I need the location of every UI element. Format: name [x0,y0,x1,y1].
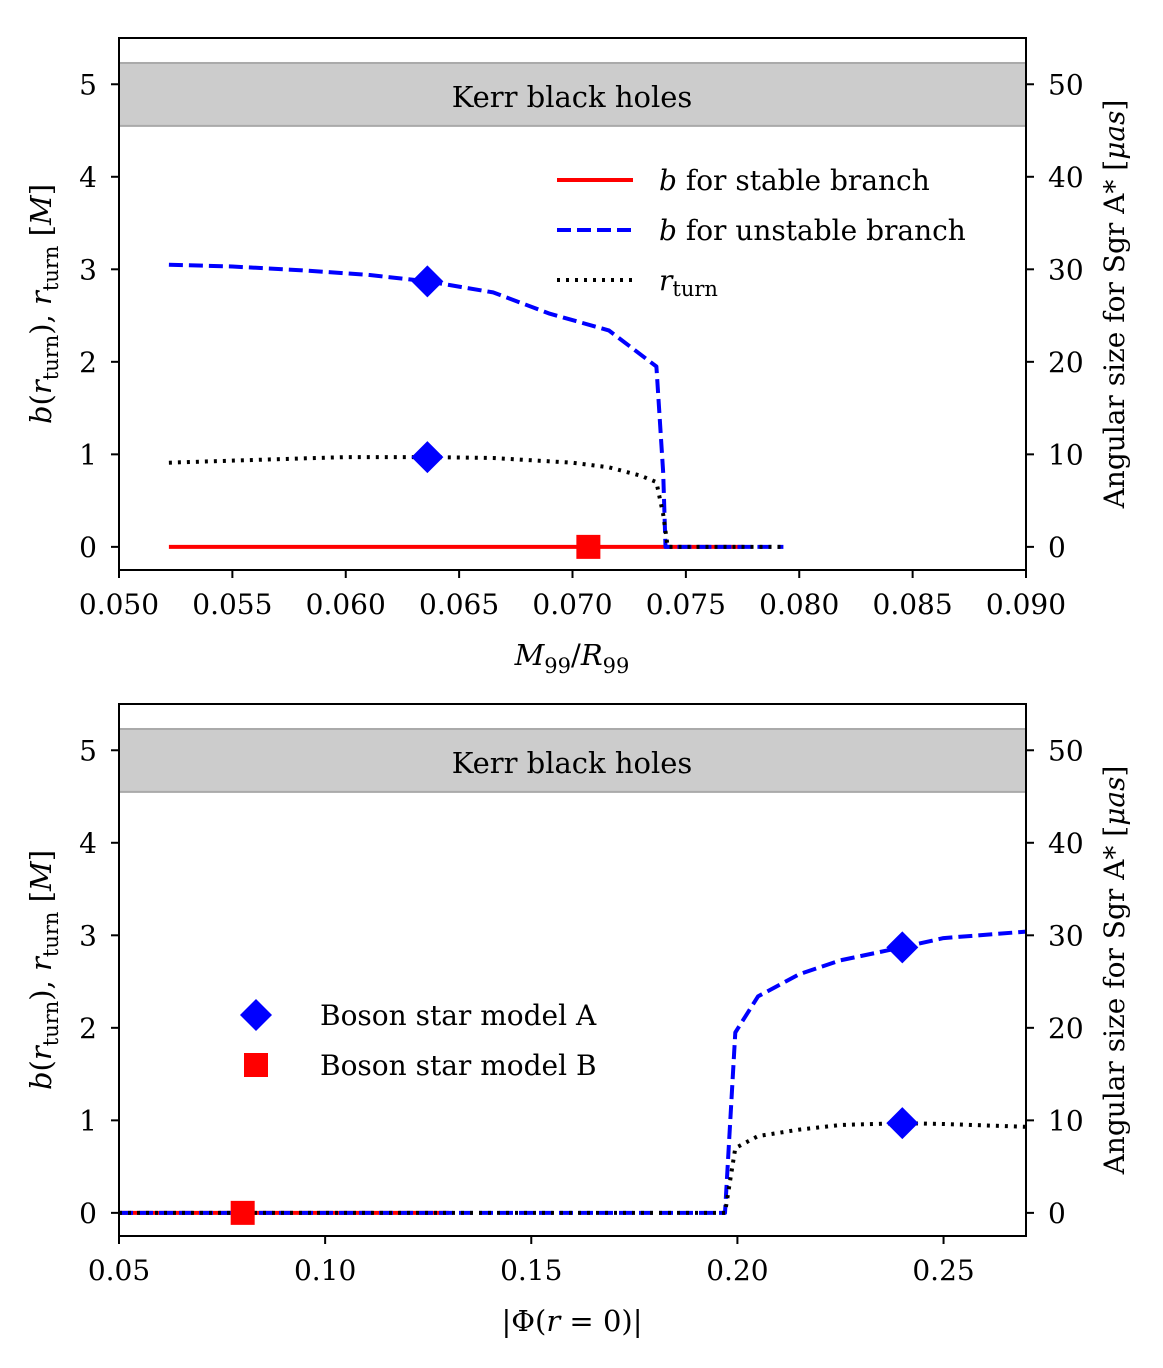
x-tick-label: 0.05 [88,1254,150,1287]
legend-rturn-label: rturn [659,264,718,301]
y-tick-label-right: 50 [1048,68,1084,101]
x-ticks: 0.050 0.055 0.060 0.065 0.070 0.075 0.080 0.085… [79,570,1066,621]
y-tick-label: 3 [79,919,97,952]
marker-model-b-square [230,1200,255,1225]
marker-group [230,931,919,1225]
x-tick-label: 0.070 [532,588,612,621]
x-tick-label: 0.080 [759,588,839,621]
marker-group [411,265,601,559]
marker-model-b-square [576,534,601,559]
series-group [168,262,784,549]
top-chart: Kerr black holes 0.050 0.055 0.060 0.065 0.0… [24,37,1131,678]
y-tick-label-right: 0 [1048,1197,1066,1230]
kerr-band [118,61,1027,127]
legend: Boson star model A Boson star model B [240,999,597,1082]
legend-model-b-square [244,1053,268,1077]
plot-frame [118,703,1027,1237]
legend-model-a-label: Boson star model A [320,999,597,1032]
x-tick-label: 0.050 [79,588,159,621]
legend: b for stable branch b for unstable branc… [557,164,966,301]
x-tick-label: 0.15 [500,1254,562,1287]
y-tick-label: 0 [79,1197,97,1230]
series-line-dotted [119,1121,1027,1215]
x-tick-label: 0.075 [646,588,726,621]
x-tick-label: 0.10 [294,1254,356,1287]
y-tick-label: 1 [79,1104,97,1137]
legend-model-a-diamond [240,999,272,1031]
bottom-chart: Kerr black holes 0.05 0.10 0.15 0.20 0.25 0 1… [24,703,1131,1338]
series-group [119,929,1027,1215]
y-ticks-right: 0 10 20 30 40 50 [1026,734,1084,1230]
x-axis-label: M99/R99 [514,638,630,678]
marker-model-a-diamond [411,441,444,474]
y-tick-label-right: 20 [1048,1012,1084,1045]
y-tick-label-right: 20 [1048,346,1084,379]
kerr-band-label: Kerr black holes [452,80,693,114]
y-tick-label-right: 0 [1048,531,1066,564]
y-ticks: 0 1 2 3 4 5 [79,734,119,1230]
y-tick-label: 0 [79,531,97,564]
y-tick-label: 5 [79,734,97,767]
x-ticks: 0.05 0.10 0.15 0.20 0.25 [88,1236,975,1287]
kerr-band-label: Kerr black holes [452,746,693,780]
y-tick-label-right: 50 [1048,734,1084,767]
y-tick-label-right: 10 [1048,1104,1084,1137]
y-tick-label: 2 [79,1012,97,1045]
y-tick-label: 1 [79,438,97,471]
marker-model-a-diamond [886,1107,919,1140]
marker-model-a-diamond [411,265,444,298]
series-line-dotted [168,455,784,549]
y-tick-label: 2 [79,346,97,379]
series-line-dashed [119,929,1027,1215]
x-tick-label: 0.20 [706,1254,768,1287]
x-tick-label: 0.090 [986,588,1066,621]
legend-model-b-label: Boson star model B [320,1049,597,1082]
x-tick-label: 0.25 [912,1254,974,1287]
y-axis-label-right: Angular size for Sgr A* [μas] [1098,766,1131,1176]
y-tick-label-right: 40 [1048,827,1084,860]
y-ticks: 0 1 2 3 4 5 [79,68,119,564]
x-tick-label: 0.085 [873,588,953,621]
y-axis-label: b(rturn), rturn [M] [24,850,63,1090]
y-ticks-right: 0 10 20 30 40 50 [1026,68,1084,564]
y-tick-label-right: 30 [1048,919,1084,952]
y-tick-label: 3 [79,253,97,286]
y-tick-label-right: 10 [1048,438,1084,471]
y-tick-label: 4 [79,161,97,194]
x-tick-label: 0.055 [192,588,272,621]
y-tick-label-right: 30 [1048,253,1084,286]
y-tick-label: 4 [79,827,97,860]
x-tick-label: 0.060 [306,588,386,621]
series-line-dashed [168,262,784,549]
x-axis-label: |Φ(r = 0)| [501,1304,642,1338]
y-axis-label-right: Angular size for Sgr A* [μas] [1098,100,1131,510]
legend-unstable-label: b for unstable branch [659,214,966,247]
y-tick-label: 5 [79,68,97,101]
y-axis-label: b(rturn), rturn [M] [24,184,63,424]
marker-model-a-diamond [886,931,919,964]
x-tick-label: 0.065 [419,588,499,621]
legend-stable-label: b for stable branch [659,164,930,197]
y-tick-label-right: 40 [1048,161,1084,194]
